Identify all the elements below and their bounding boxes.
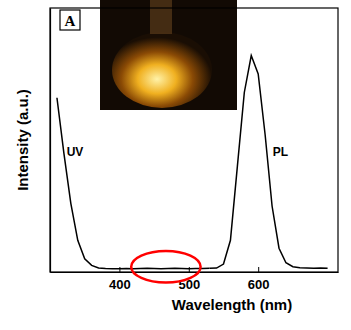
x-tick: 400 bbox=[109, 267, 131, 292]
y-axis bbox=[50, 9, 51, 273]
y-axis-title: Intensity (a.u.) bbox=[14, 89, 31, 191]
x-tick-label: 400 bbox=[109, 277, 131, 292]
panel-label-box bbox=[60, 10, 80, 30]
x-axis-line bbox=[51, 272, 339, 273]
plot-frame bbox=[50, 8, 338, 272]
plot-area bbox=[57, 56, 328, 269]
x-axis-title: Wavelength (nm) bbox=[172, 296, 292, 313]
highlight-ellipse bbox=[131, 251, 200, 283]
annotation: PL bbox=[273, 145, 288, 159]
inset-background bbox=[100, 0, 237, 110]
panel-label: A bbox=[65, 13, 76, 29]
annotation: UV bbox=[67, 145, 84, 159]
chart: 400500600 UV PL A Wavelength (nm) Intensity (… bbox=[0, 0, 351, 330]
inset-photo bbox=[100, 0, 237, 110]
series-line bbox=[57, 98, 210, 269]
x-axis: 400500600 bbox=[51, 267, 339, 292]
x-tick-mark bbox=[258, 267, 259, 272]
y-axis-line bbox=[50, 9, 51, 273]
x-tick: 600 bbox=[248, 267, 270, 292]
inset-neck bbox=[150, 0, 172, 34]
series-line bbox=[210, 56, 328, 269]
x-tick-label: 600 bbox=[248, 277, 270, 292]
inset-flask bbox=[112, 32, 212, 108]
